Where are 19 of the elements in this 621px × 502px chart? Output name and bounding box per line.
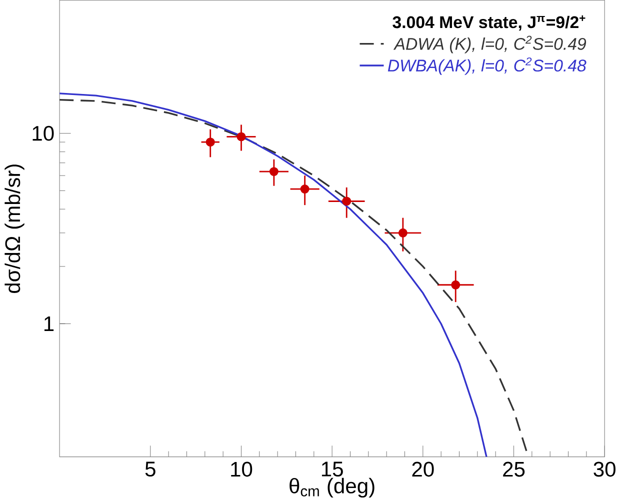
point xyxy=(269,166,278,176)
x-tick-label: 10 xyxy=(231,462,252,477)
legend-label: ADWA (K), l=0, C$^{2}$S=0.49 xyxy=(393,36,586,54)
legend-label: DWBA(AK), l=0, C$^{2}$S=0.48 xyxy=(388,57,586,75)
x-tick-label: 15 xyxy=(322,462,343,476)
y-axis-title: dσ/dΩ (mb/sr) xyxy=(4,164,24,293)
x-axis-title: θ$_{cm}$ (deg) xyxy=(290,478,374,498)
point xyxy=(342,196,352,206)
x-tick-label: 20 xyxy=(412,462,434,477)
y-tick-label: 1 xyxy=(44,316,54,331)
x-tick-label: 5 xyxy=(145,462,156,476)
point xyxy=(236,132,246,142)
point xyxy=(206,137,215,146)
point xyxy=(398,228,408,238)
point xyxy=(451,280,460,290)
point xyxy=(300,184,310,194)
x-tick-label: 30 xyxy=(594,462,616,477)
x-tick-label: 25 xyxy=(503,462,525,477)
legend-title: 3.004 MeV state, J$^{π}$=9/2$^{+}$ xyxy=(392,15,586,30)
